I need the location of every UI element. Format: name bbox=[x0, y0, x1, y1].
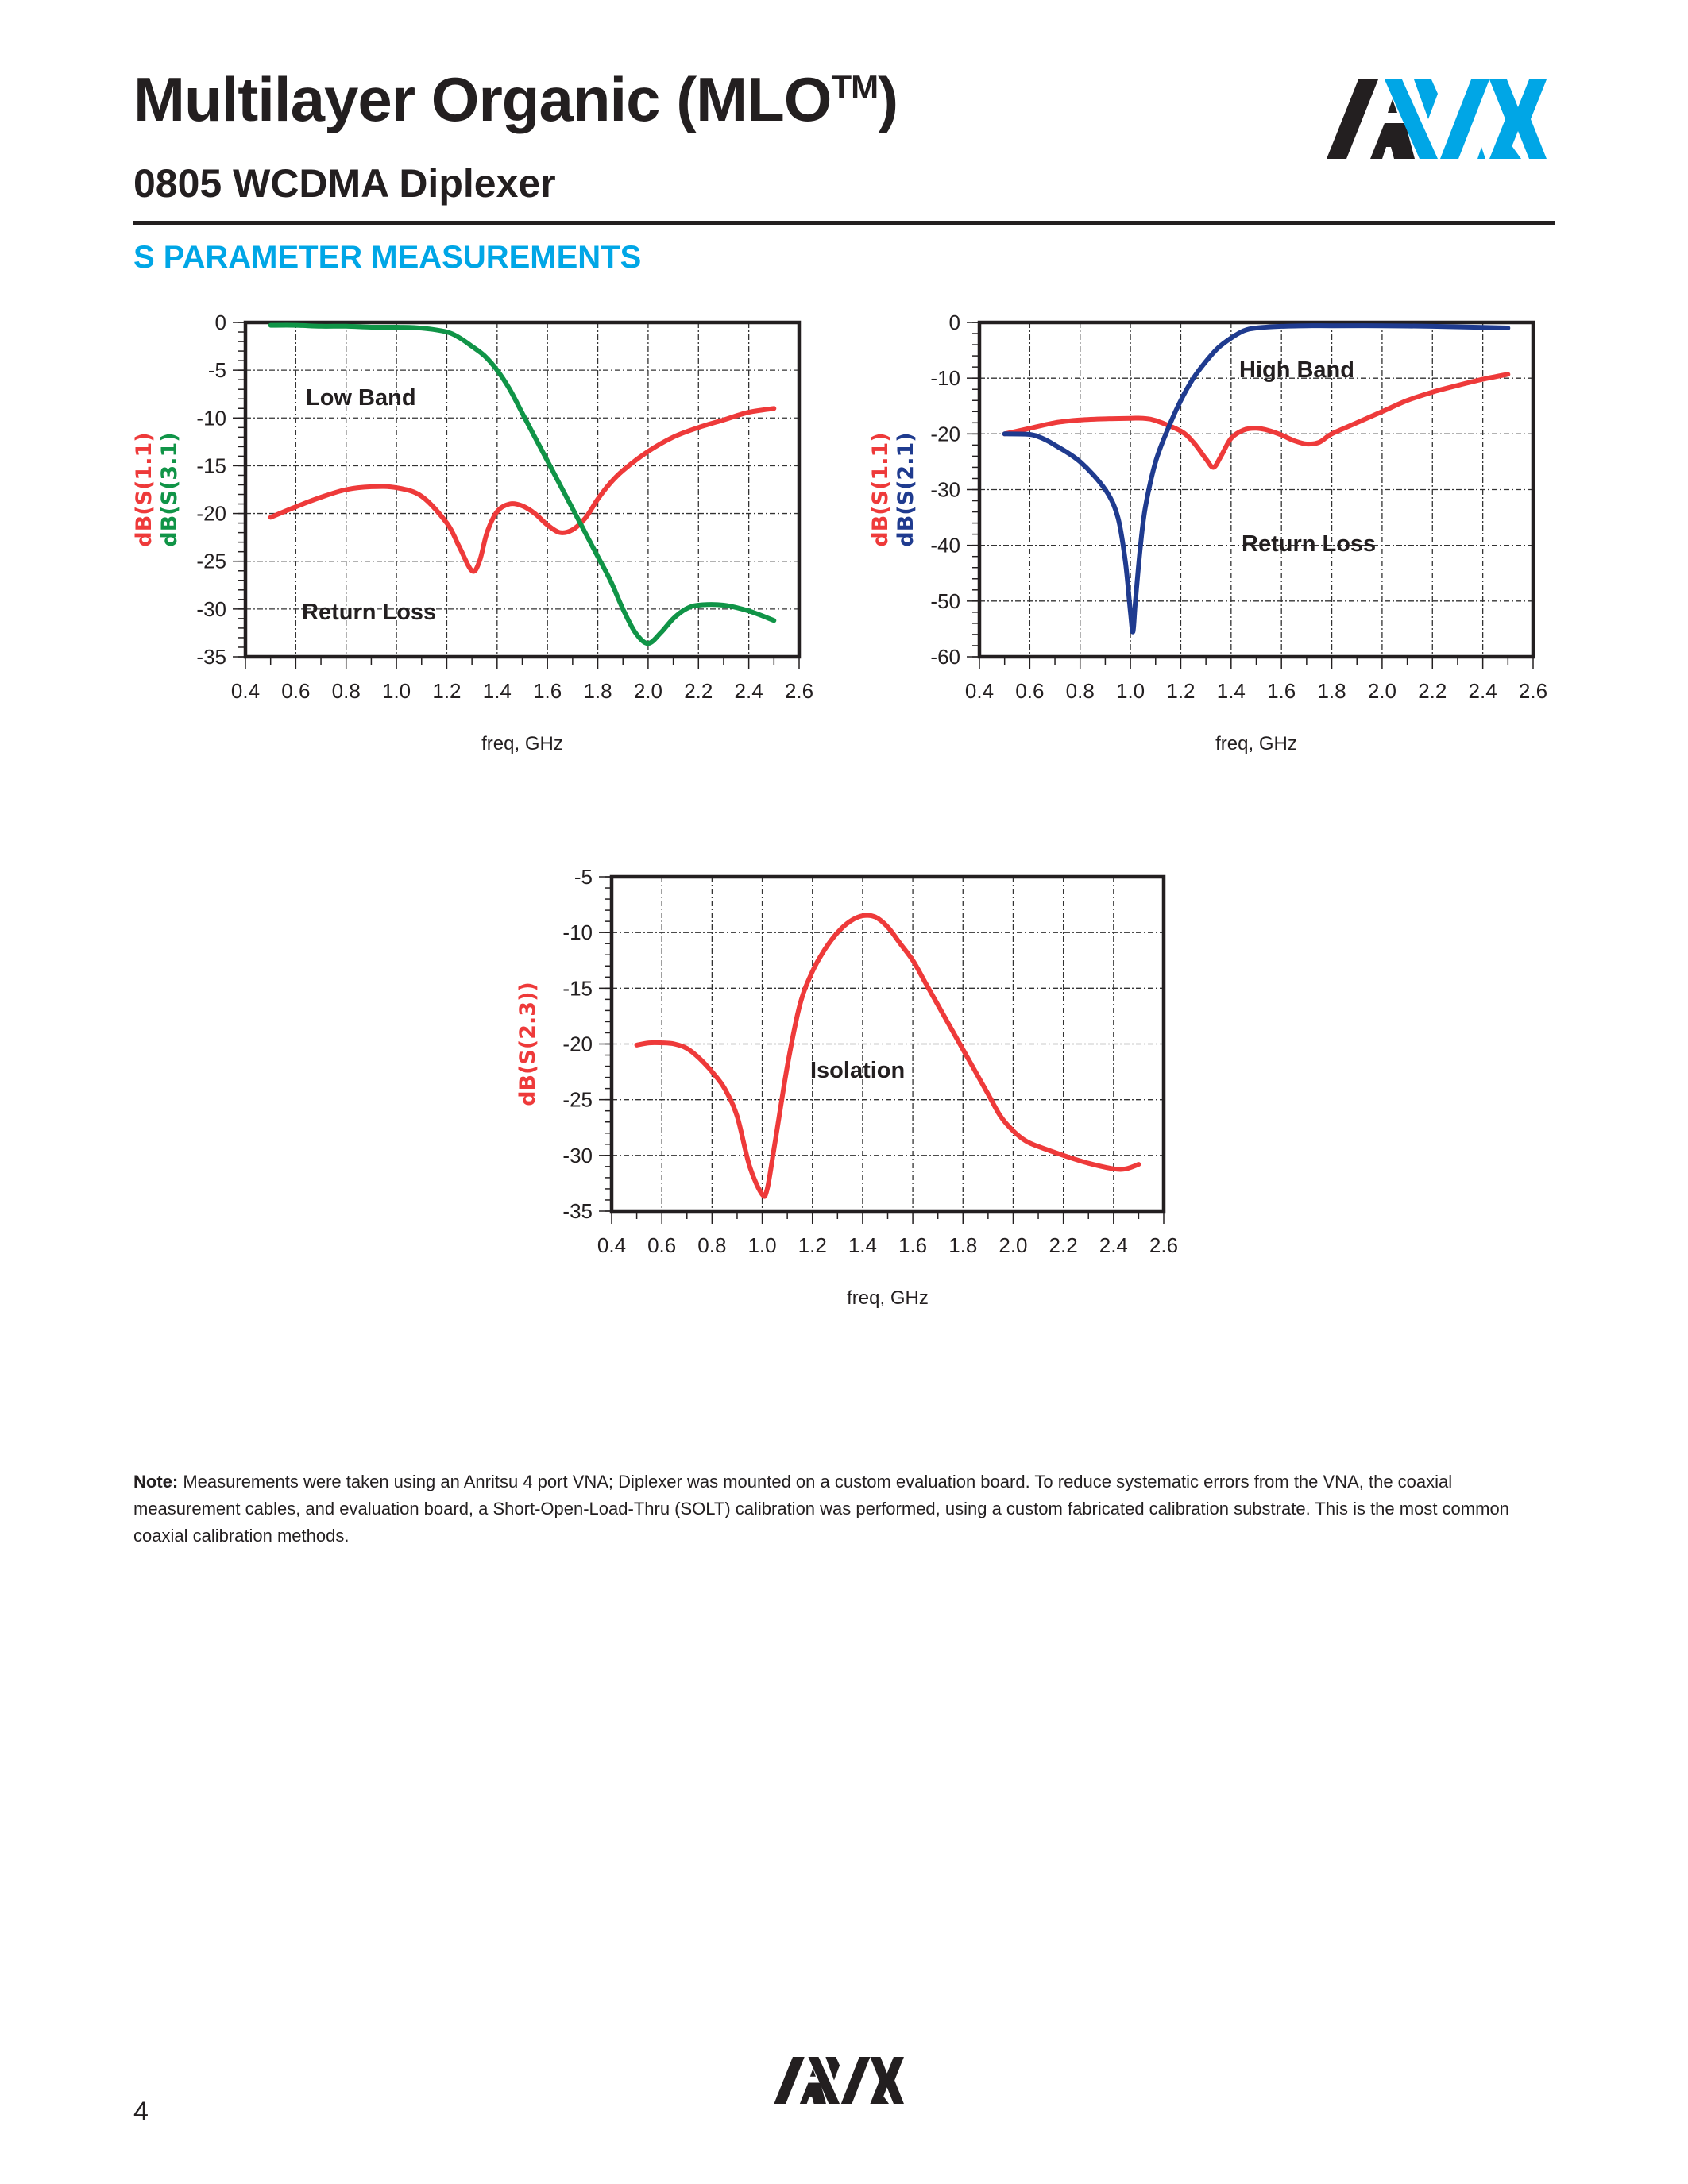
chart-annotation: Return Loss bbox=[1242, 531, 1376, 557]
y-tick-label: -25 bbox=[562, 1088, 593, 1112]
y-tick-label: -20 bbox=[196, 502, 226, 526]
page-title-text: Multilayer Organic (MLO bbox=[133, 64, 832, 134]
y-tick-label: -15 bbox=[196, 453, 226, 477]
y-tick-label: -20 bbox=[930, 422, 960, 446]
x-tick-label: 1.6 bbox=[533, 679, 562, 703]
y-axis-label: dB(S(3.1) bbox=[157, 432, 182, 546]
trademark-symbol: TM bbox=[831, 68, 879, 106]
x-tick-label: 2.6 bbox=[1519, 679, 1547, 703]
x-tick-label: 0.8 bbox=[332, 679, 361, 703]
x-axis-label: freq, GHz bbox=[1215, 733, 1297, 754]
x-tick-label: 1.4 bbox=[483, 679, 512, 703]
x-tick-label: 0.6 bbox=[1015, 679, 1044, 703]
x-tick-label: 1.4 bbox=[1217, 679, 1246, 703]
section-title: S PARAMETER MEASUREMENTS bbox=[133, 240, 642, 275]
x-tick-label: 2.2 bbox=[1418, 679, 1447, 703]
y-tick-label: 0 bbox=[215, 311, 226, 334]
y-tick-label: -20 bbox=[562, 1032, 593, 1056]
chart-title: Low Band bbox=[306, 385, 416, 411]
y-tick-label: -5 bbox=[574, 865, 593, 889]
x-tick-label: 1.0 bbox=[747, 1233, 776, 1257]
note-text: Measurements were taken using an Anritsu… bbox=[133, 1472, 1509, 1545]
plot-frame bbox=[243, 320, 802, 659]
x-tick-label: 2.4 bbox=[1099, 1233, 1128, 1257]
y-tick-label: -10 bbox=[562, 920, 593, 944]
measurement-note: Note: Measurements were taken using an A… bbox=[133, 1468, 1559, 1549]
x-tick-label: 2.4 bbox=[1469, 679, 1497, 703]
page-subtitle: 0805 WCDMA Diplexer bbox=[133, 161, 556, 206]
footer-avx-logo bbox=[771, 2057, 914, 2110]
y-tick-label: -5 bbox=[208, 358, 226, 382]
x-tick-label: 1.2 bbox=[798, 1233, 827, 1257]
avx-logo-icon bbox=[1327, 79, 1547, 159]
plot-frame bbox=[977, 320, 1535, 659]
note-label: Note: bbox=[133, 1472, 179, 1491]
y-tick-label: -25 bbox=[196, 550, 226, 573]
x-axis-label: freq, GHz bbox=[847, 1287, 929, 1309]
x-tick-label: 0.8 bbox=[1066, 679, 1095, 703]
x-tick-label: 1.6 bbox=[898, 1233, 927, 1257]
y-axis-label: dB(S(1.1) bbox=[132, 432, 156, 546]
x-tick-label: 2.0 bbox=[634, 679, 662, 703]
x-tick-label: 0.4 bbox=[965, 679, 994, 703]
x-tick-label: 1.8 bbox=[583, 679, 612, 703]
x-tick-label: 1.0 bbox=[382, 679, 411, 703]
series-line bbox=[268, 406, 777, 574]
x-tick-label: 1.0 bbox=[1116, 679, 1145, 703]
header-divider bbox=[133, 221, 1555, 225]
x-tick-label: 0.6 bbox=[647, 1233, 676, 1257]
series-line bbox=[1002, 323, 1511, 635]
y-tick-label: -35 bbox=[562, 1199, 593, 1223]
y-tick-label: -30 bbox=[562, 1144, 593, 1167]
y-axis-label: dB(S(2.1) bbox=[894, 432, 918, 546]
x-tick-label: 1.6 bbox=[1267, 679, 1296, 703]
y-tick-label: -30 bbox=[196, 597, 226, 621]
y-axis-label: dB(S(2.3)) bbox=[516, 982, 540, 1106]
chart-title: Isolation bbox=[810, 1058, 905, 1083]
x-tick-label: 1.2 bbox=[1166, 679, 1195, 703]
x-tick-label: 1.4 bbox=[848, 1233, 877, 1257]
x-axis-label: freq, GHz bbox=[481, 733, 563, 754]
y-tick-label: -10 bbox=[930, 366, 960, 390]
x-tick-label: 0.4 bbox=[597, 1233, 626, 1257]
avx-logo-icon bbox=[774, 2057, 904, 2105]
x-tick-label: 0.6 bbox=[281, 679, 310, 703]
y-tick-label: -60 bbox=[930, 645, 960, 669]
x-tick-label: 2.2 bbox=[1049, 1233, 1078, 1257]
avx-logo bbox=[1323, 79, 1561, 167]
y-tick-label: -10 bbox=[196, 406, 226, 430]
x-tick-label: 2.2 bbox=[684, 679, 713, 703]
x-tick-label: 1.8 bbox=[948, 1233, 977, 1257]
x-tick-label: 2.6 bbox=[785, 679, 813, 703]
page-title: Multilayer Organic (MLOTM) bbox=[133, 68, 898, 130]
chart-title: High Band bbox=[1239, 357, 1354, 383]
y-tick-label: -35 bbox=[196, 645, 226, 669]
grid-lines: 0.4 0.6 0.8 1.0 1.2 1.4 1.6 1.8 2.0 2.2 2.4 2.6 0 -10… bbox=[930, 311, 1547, 703]
page-number: 4 bbox=[133, 2097, 149, 2127]
y-tick-label: -15 bbox=[562, 976, 593, 1000]
series-line bbox=[1002, 372, 1511, 470]
x-tick-label: 1.8 bbox=[1317, 679, 1346, 703]
y-tick-label: 0 bbox=[949, 311, 960, 334]
y-axis-label: dB(S(1.1) bbox=[868, 432, 893, 546]
y-tick-label: -40 bbox=[930, 534, 960, 558]
x-tick-label: 2.4 bbox=[735, 679, 763, 703]
x-tick-label: 0.8 bbox=[697, 1233, 726, 1257]
series-line bbox=[634, 913, 1141, 1199]
y-tick-label: -30 bbox=[930, 478, 960, 502]
page-title-close: ) bbox=[878, 64, 898, 134]
series-line bbox=[268, 322, 777, 646]
x-tick-label: 0.4 bbox=[231, 679, 260, 703]
x-tick-label: 1.2 bbox=[432, 679, 461, 703]
x-tick-label: 2.6 bbox=[1149, 1233, 1178, 1257]
x-tick-label: 2.0 bbox=[999, 1233, 1027, 1257]
y-tick-label: -50 bbox=[930, 589, 960, 613]
plot-frame bbox=[609, 874, 1166, 1214]
chart-annotation: Return Loss bbox=[302, 600, 436, 625]
x-tick-label: 2.0 bbox=[1368, 679, 1396, 703]
